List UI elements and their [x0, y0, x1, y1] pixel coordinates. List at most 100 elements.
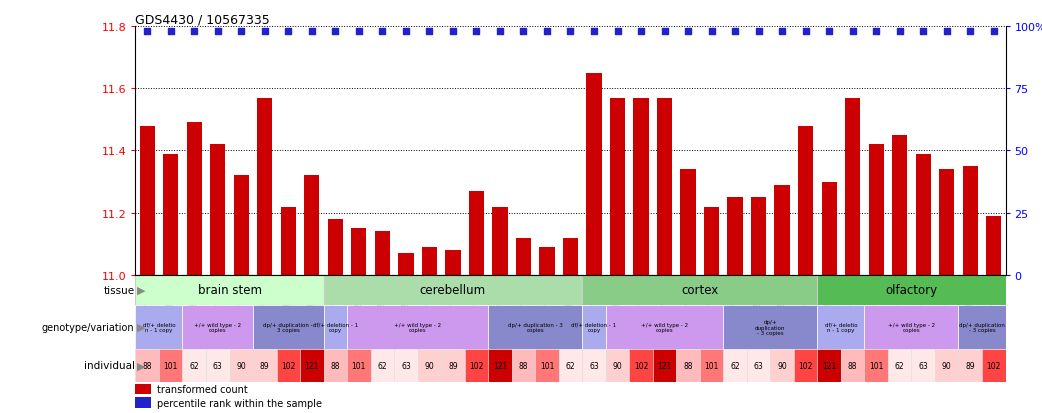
Text: tissue: tissue	[103, 285, 134, 295]
Text: dp/+
duplication
- 3 copies: dp/+ duplication - 3 copies	[755, 319, 786, 335]
Bar	[422, 247, 437, 275]
Point	[445, 28, 462, 35]
Bar	[398, 254, 414, 275]
Point	[962, 28, 978, 35]
Text: df/+ deletio
n - 1 copy: df/+ deletio n - 1 copy	[824, 322, 858, 332]
Bar	[516, 238, 531, 275]
Bar	[587, 74, 601, 275]
Bar	[135, 305, 182, 349]
Text: 63: 63	[213, 361, 223, 370]
Bar	[656, 98, 672, 275]
Bar	[304, 176, 320, 275]
Point	[679, 28, 696, 35]
Point	[656, 28, 673, 35]
Bar	[605, 349, 629, 382]
Text: 88: 88	[684, 361, 693, 370]
Bar	[704, 207, 719, 275]
Bar	[210, 145, 225, 275]
Text: 101: 101	[869, 361, 884, 370]
Bar	[605, 305, 723, 349]
Bar	[912, 349, 935, 382]
Point	[398, 28, 415, 35]
Bar	[324, 305, 347, 349]
Bar	[916, 154, 931, 275]
Point	[421, 28, 438, 35]
Bar	[233, 176, 249, 275]
Point	[915, 28, 932, 35]
Bar	[794, 349, 817, 382]
Text: 121: 121	[658, 361, 672, 370]
Bar	[774, 185, 790, 275]
Text: 62: 62	[566, 361, 575, 370]
Point	[939, 28, 956, 35]
Bar	[634, 98, 649, 275]
Text: 90: 90	[237, 361, 246, 370]
Bar	[582, 275, 817, 305]
Text: 121: 121	[304, 361, 319, 370]
Bar	[512, 349, 536, 382]
Text: 62: 62	[190, 361, 199, 370]
Text: 101: 101	[351, 361, 366, 370]
Point	[586, 28, 602, 35]
Bar	[869, 145, 884, 275]
Text: 90: 90	[942, 361, 951, 370]
Text: df/+ deletio
n - 1 copy: df/+ deletio n - 1 copy	[143, 322, 175, 332]
Bar	[727, 198, 743, 275]
Text: 62: 62	[895, 361, 904, 370]
Bar	[135, 397, 151, 408]
Bar	[888, 349, 912, 382]
Text: 88: 88	[330, 361, 340, 370]
Bar	[865, 349, 888, 382]
Bar	[489, 349, 512, 382]
Bar	[817, 305, 865, 349]
Text: +/+ wild type - 2
copies: +/+ wild type - 2 copies	[394, 322, 441, 332]
Bar	[445, 251, 461, 275]
Text: GDS4430 / 10567335: GDS4430 / 10567335	[135, 14, 270, 27]
Bar	[253, 305, 324, 349]
Bar	[939, 170, 954, 275]
Bar	[418, 349, 441, 382]
Bar	[582, 305, 605, 349]
Point	[350, 28, 367, 35]
Bar	[723, 305, 817, 349]
Point	[774, 28, 791, 35]
Text: transformed count: transformed count	[157, 384, 248, 394]
Text: olfactory: olfactory	[886, 284, 938, 297]
Text: 62: 62	[730, 361, 740, 370]
Text: 102: 102	[281, 361, 296, 370]
Bar	[347, 349, 371, 382]
Text: 88: 88	[143, 361, 152, 370]
Text: cerebellum: cerebellum	[420, 284, 486, 297]
Text: +/+ wild type - 2
copies: +/+ wild type - 2 copies	[888, 322, 935, 332]
Bar	[206, 349, 229, 382]
Text: 88: 88	[519, 361, 528, 370]
Point	[986, 28, 1002, 35]
Point	[139, 28, 155, 35]
Text: ▶: ▶	[138, 361, 146, 370]
Text: 90: 90	[777, 361, 787, 370]
Point	[492, 28, 508, 35]
Text: ▶: ▶	[138, 285, 146, 295]
Text: 89: 89	[966, 361, 975, 370]
Text: 63: 63	[401, 361, 411, 370]
Bar	[182, 349, 206, 382]
Point	[844, 28, 861, 35]
Point	[468, 28, 485, 35]
Point	[703, 28, 720, 35]
Text: +/+ wild type - 2
copies: +/+ wild type - 2 copies	[641, 322, 688, 332]
Point	[515, 28, 531, 35]
Bar	[559, 349, 582, 382]
Point	[632, 28, 649, 35]
Text: 90: 90	[424, 361, 435, 370]
Bar	[324, 349, 347, 382]
Bar	[182, 305, 253, 349]
Text: 102: 102	[798, 361, 813, 370]
Bar	[723, 349, 747, 382]
Bar	[770, 349, 794, 382]
Text: 88: 88	[848, 361, 858, 370]
Point	[209, 28, 226, 35]
Point	[256, 28, 273, 35]
Text: df/+ deletion - 1
copy: df/+ deletion - 1 copy	[313, 322, 357, 332]
Text: ▶: ▶	[138, 322, 146, 332]
Bar	[629, 349, 652, 382]
